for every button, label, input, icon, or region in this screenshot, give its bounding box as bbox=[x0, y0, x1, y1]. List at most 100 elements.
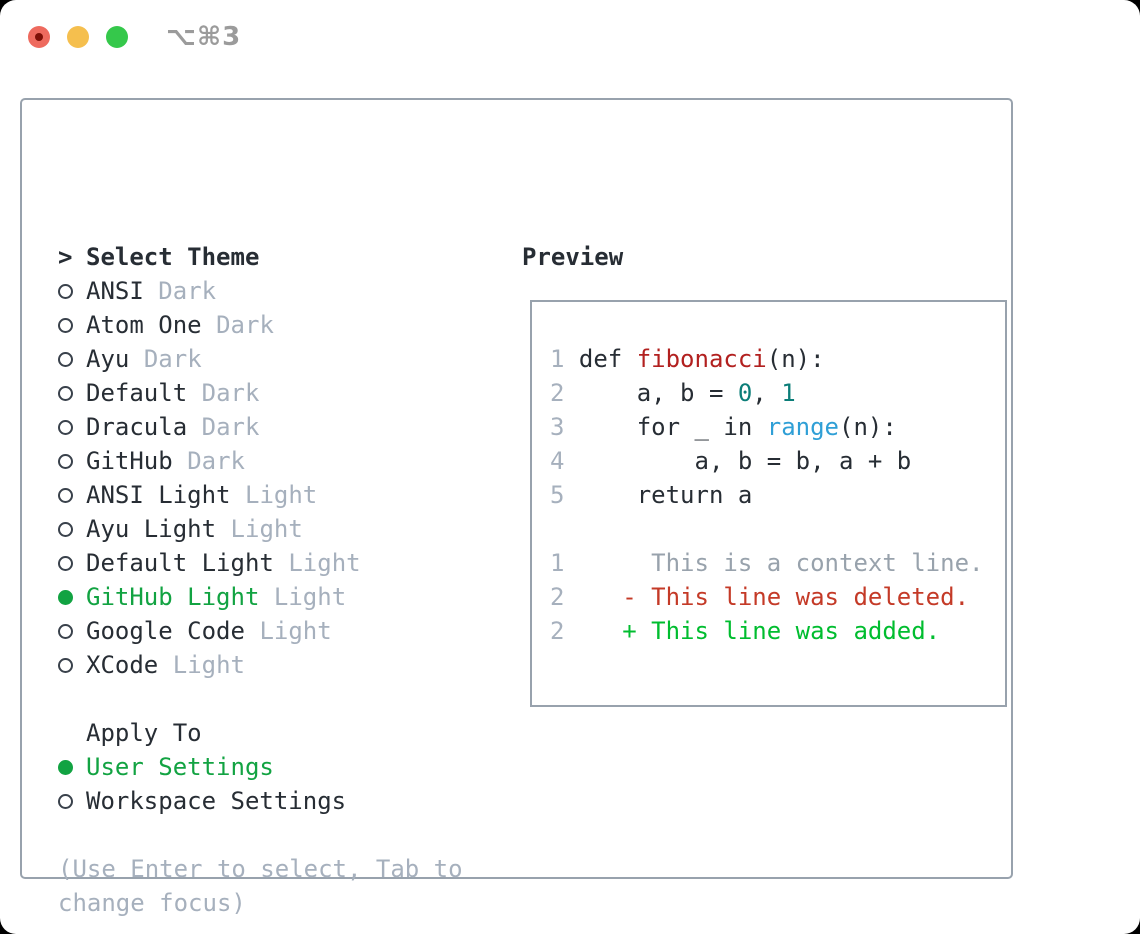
option-tag: Dark bbox=[201, 379, 260, 407]
radio-icon bbox=[58, 589, 73, 605]
radio-icon bbox=[58, 283, 73, 299]
theme-list: ANSI Dark Atom One Dark Ayu Dark Default… bbox=[58, 274, 463, 682]
radio-icon bbox=[58, 487, 73, 503]
apply-option-workspace-settings[interactable]: Workspace Settings bbox=[58, 784, 463, 818]
option-label: XCode bbox=[86, 651, 159, 679]
code-line: 5 return a bbox=[550, 481, 753, 509]
code-line: 1 This is a context line. bbox=[550, 549, 984, 577]
option-label: ANSI Light bbox=[86, 481, 231, 509]
option-tag: Dark bbox=[216, 311, 274, 339]
theme-option-xcode[interactable]: XCode Light bbox=[58, 648, 463, 682]
radio-icon bbox=[58, 521, 73, 537]
option-label: Dracula bbox=[86, 413, 188, 441]
radio-slot bbox=[58, 657, 86, 673]
theme-option-github-light[interactable]: GitHub Light Light bbox=[58, 580, 463, 614]
zoom-window-button[interactable] bbox=[106, 26, 128, 48]
theme-picker-panel: > Select Theme ANSI Dark Atom One Dark A… bbox=[20, 98, 1013, 917]
select-theme-title: Select Theme bbox=[86, 243, 260, 271]
option-label: Ayu bbox=[86, 345, 130, 373]
option-label: Ayu Light bbox=[86, 515, 217, 543]
header-caret-slot: > bbox=[58, 240, 86, 274]
radio-slot bbox=[58, 589, 86, 605]
apply-to-section: Apply To User Settings Workspace Setting… bbox=[58, 716, 463, 818]
code-line: 1 def fibonacci(n): bbox=[550, 345, 825, 373]
radio-icon bbox=[58, 657, 73, 673]
option-label: GitHub bbox=[86, 447, 173, 475]
minimize-window-button[interactable] bbox=[67, 26, 89, 48]
radio-icon bbox=[58, 453, 73, 469]
caret-icon: > bbox=[58, 243, 73, 271]
radio-icon bbox=[58, 419, 73, 435]
preview-code: 1 def fibonacci(n): 2 a, b = 0, 1 3 for _ … bbox=[550, 342, 983, 648]
option-label: Default bbox=[86, 379, 188, 407]
radio-slot bbox=[58, 317, 86, 333]
option-tag: Light bbox=[245, 481, 318, 509]
apply-to-list: User Settings Workspace Settings bbox=[58, 750, 463, 818]
keyboard-hint: (Use Enter to select, Tab to change focus… bbox=[58, 852, 463, 920]
option-label: User Settings bbox=[86, 753, 274, 781]
radio-icon bbox=[58, 555, 73, 571]
option-tag: Dark bbox=[158, 277, 217, 305]
radio-icon bbox=[58, 623, 73, 639]
option-label: Atom One bbox=[86, 311, 202, 339]
code-line bbox=[550, 512, 983, 546]
radio-icon bbox=[58, 385, 73, 401]
keyboard-hint-line: change focus) bbox=[58, 889, 246, 917]
theme-option-github[interactable]: GitHub Dark bbox=[58, 444, 463, 478]
theme-option-default[interactable]: Default Dark bbox=[58, 376, 463, 410]
apply-option-user-settings[interactable]: User Settings bbox=[58, 750, 463, 784]
preview-box: 1 def fibonacci(n): 2 a, b = 0, 1 3 for _ … bbox=[530, 300, 1007, 707]
radio-slot bbox=[58, 555, 86, 571]
radio-slot bbox=[58, 623, 86, 639]
option-label: Google Code bbox=[86, 617, 245, 645]
option-tag: Dark bbox=[201, 413, 260, 441]
apply-to-header: Apply To bbox=[58, 716, 463, 750]
option-tag: Dark bbox=[143, 345, 202, 373]
option-label: ANSI bbox=[86, 277, 144, 305]
theme-option-ayu[interactable]: Ayu Dark bbox=[58, 342, 463, 376]
option-tag: Light bbox=[230, 515, 303, 543]
radio-icon bbox=[58, 317, 73, 333]
preview-title: Preview bbox=[522, 243, 624, 271]
theme-option-ansi-light[interactable]: ANSI Light Light bbox=[58, 478, 463, 512]
theme-option-ansi[interactable]: ANSI Dark bbox=[58, 274, 463, 308]
keyboard-hint-line: (Use Enter to select, Tab to bbox=[58, 855, 463, 883]
option-tag: Dark bbox=[187, 447, 245, 475]
radio-icon bbox=[58, 793, 73, 809]
theme-option-default-light[interactable]: Default Light Light bbox=[58, 546, 463, 580]
code-line: 2 a, b = 0, 1 bbox=[550, 379, 796, 407]
select-theme-header: > Select Theme bbox=[58, 240, 463, 274]
option-label: Workspace Settings bbox=[86, 787, 347, 815]
radio-slot bbox=[58, 453, 86, 469]
code-line: 2 + This line was added. bbox=[550, 617, 941, 645]
option-label: Default Light bbox=[86, 549, 274, 577]
radio-icon bbox=[58, 759, 73, 775]
theme-option-dracula[interactable]: Dracula Dark bbox=[58, 410, 463, 444]
theme-option-google-code[interactable]: Google Code Light bbox=[58, 614, 463, 648]
radio-slot bbox=[58, 419, 86, 435]
radio-slot bbox=[58, 521, 86, 537]
option-label: GitHub Light bbox=[86, 583, 260, 611]
apply-to-title: Apply To bbox=[86, 719, 202, 747]
option-tag: Light bbox=[172, 651, 245, 679]
theme-picker-column: > Select Theme ANSI Dark Atom One Dark A… bbox=[58, 240, 463, 920]
option-tag: Light bbox=[259, 617, 332, 645]
radio-slot bbox=[58, 385, 86, 401]
option-tag: Light bbox=[288, 549, 361, 577]
close-window-button[interactable] bbox=[28, 26, 50, 48]
radio-slot bbox=[58, 283, 86, 299]
window-shortcut-label: ⌥⌘3 bbox=[166, 22, 242, 52]
code-line: 3 for _ in range(n): bbox=[550, 413, 897, 441]
close-window-dot-icon bbox=[35, 33, 43, 41]
code-line: 4 a, b = b, a + b bbox=[550, 447, 912, 475]
code-line: 2 - This line was deleted. bbox=[550, 583, 970, 611]
radio-slot bbox=[58, 351, 86, 367]
radio-slot bbox=[58, 487, 86, 503]
radio-icon bbox=[58, 351, 73, 367]
theme-option-atom-one[interactable]: Atom One Dark bbox=[58, 308, 463, 342]
option-tag: Light bbox=[273, 583, 347, 611]
radio-slot bbox=[58, 759, 86, 775]
radio-slot bbox=[58, 793, 86, 809]
theme-option-ayu-light[interactable]: Ayu Light Light bbox=[58, 512, 463, 546]
